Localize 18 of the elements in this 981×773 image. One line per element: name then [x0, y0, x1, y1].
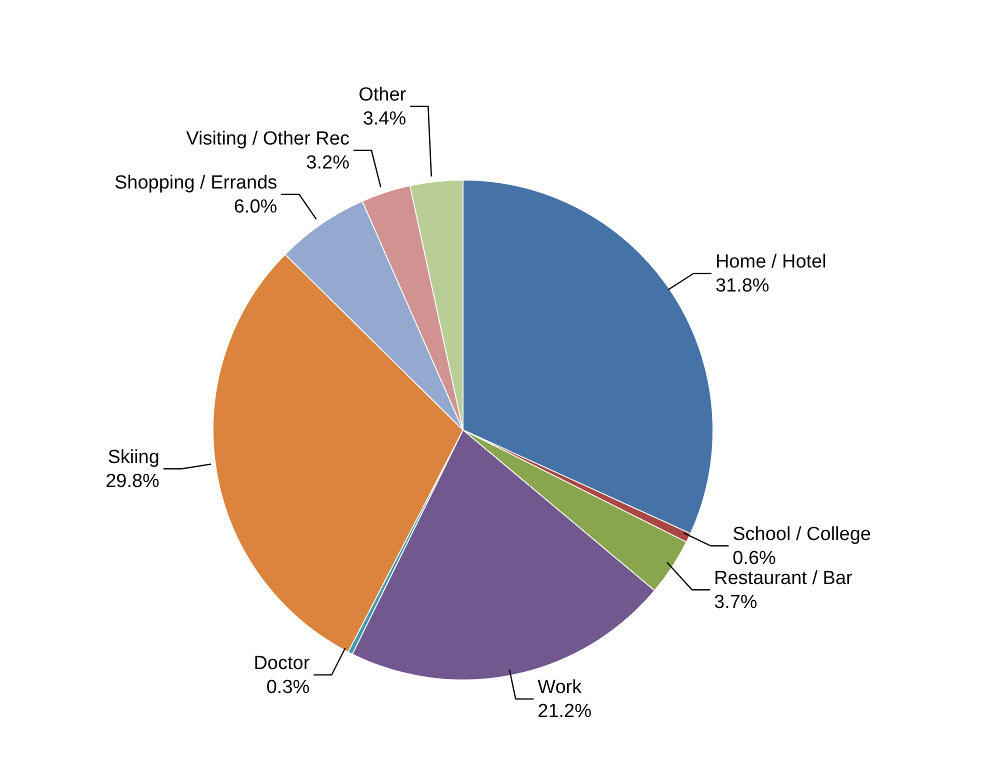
slice-label: Doctor — [254, 652, 310, 674]
data-label: 0.3% — [266, 676, 310, 698]
data-label: 31.8% — [715, 275, 770, 296]
data-label: 29.8% — [106, 470, 160, 492]
slice-label: Other — [358, 84, 407, 106]
data-label: 6.0% — [234, 196, 278, 218]
slice-label: Shopping / Errands — [114, 172, 278, 194]
slice-label: Restaurant / Bar — [714, 568, 854, 589]
data-label: 21.2% — [538, 701, 592, 722]
slice-label: Visiting / Other Rec — [186, 128, 350, 150]
slice-label: Skiing — [108, 446, 160, 468]
slice-label: Home / Hotel — [715, 251, 826, 272]
data-label: 3.4% — [362, 108, 406, 130]
data-label: 0.6% — [732, 548, 776, 569]
data-label: 3.2% — [306, 152, 350, 174]
data-label: 3.7% — [714, 592, 758, 613]
slice-label: School / College — [732, 524, 871, 545]
slice-label: Work — [538, 677, 582, 698]
